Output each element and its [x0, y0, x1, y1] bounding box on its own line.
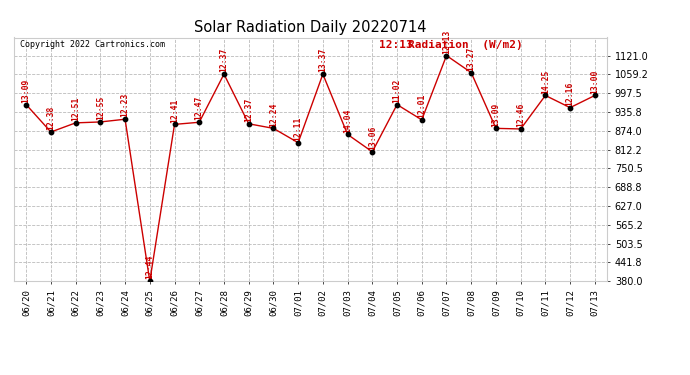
Text: 12:41: 12:41	[170, 98, 179, 123]
Text: 12:16: 12:16	[566, 81, 575, 106]
Point	[589, 93, 600, 99]
Point	[70, 120, 81, 126]
Text: 12:38: 12:38	[46, 106, 55, 130]
Text: 13:09: 13:09	[491, 102, 500, 126]
Text: 12:13: 12:13	[379, 40, 413, 50]
Point	[293, 140, 304, 146]
Text: 13:37: 13:37	[318, 48, 327, 72]
Text: 12:13: 12:13	[442, 29, 451, 54]
Text: 12:47: 12:47	[195, 96, 204, 120]
Text: 12:55: 12:55	[96, 96, 105, 120]
Text: 12:37: 12:37	[244, 98, 253, 122]
Text: 13:06: 13:06	[368, 126, 377, 150]
Point	[391, 102, 402, 108]
Text: Radiation  (W/m2): Radiation (W/m2)	[408, 40, 523, 50]
Point	[95, 119, 106, 125]
Point	[441, 53, 452, 58]
Text: 12:44: 12:44	[146, 255, 155, 279]
Text: 14:25: 14:25	[541, 69, 550, 94]
Title: Solar Radiation Daily 20220714: Solar Radiation Daily 20220714	[195, 20, 426, 35]
Text: 12:24: 12:24	[269, 102, 278, 126]
Point	[268, 125, 279, 131]
Point	[367, 149, 378, 155]
Point	[169, 122, 180, 128]
Point	[416, 117, 427, 123]
Text: 12:51: 12:51	[71, 97, 80, 121]
Point	[515, 126, 526, 132]
Point	[119, 116, 130, 122]
Text: Copyright 2022 Cartronics.com: Copyright 2022 Cartronics.com	[20, 40, 165, 49]
Text: 12:46: 12:46	[516, 103, 525, 127]
Text: 13:27: 13:27	[466, 46, 475, 71]
Point	[46, 129, 57, 135]
Text: 14:04: 14:04	[343, 108, 352, 133]
Point	[317, 71, 328, 77]
Point	[491, 125, 502, 131]
Point	[21, 102, 32, 108]
Point	[243, 121, 254, 127]
Text: 12:11: 12:11	[294, 117, 303, 141]
Point	[466, 70, 477, 76]
Text: 13:00: 13:00	[591, 69, 600, 94]
Text: 13:09: 13:09	[21, 78, 30, 103]
Text: 12:37: 12:37	[219, 48, 228, 72]
Point	[342, 132, 353, 138]
Point	[144, 278, 155, 284]
Point	[219, 71, 230, 77]
Point	[564, 105, 575, 111]
Text: 11:02: 11:02	[393, 78, 402, 103]
Point	[194, 119, 205, 125]
Point	[540, 93, 551, 99]
Text: 12:01: 12:01	[417, 94, 426, 118]
Text: 12:23: 12:23	[121, 93, 130, 117]
